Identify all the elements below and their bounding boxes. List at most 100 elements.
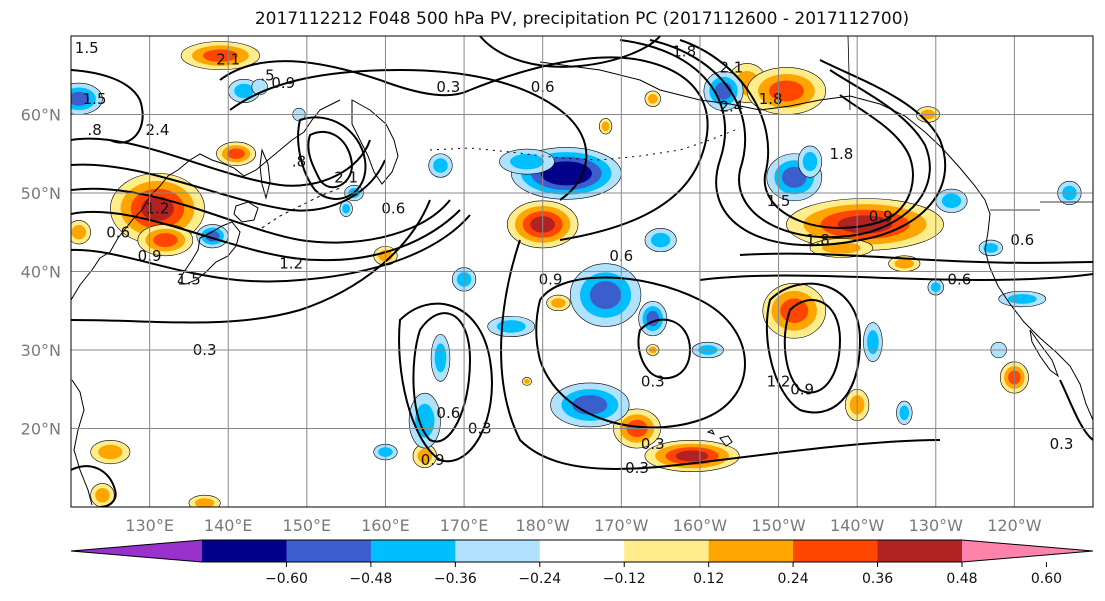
- precip-blob: [797, 145, 823, 178]
- contour-label: 2.4: [719, 98, 743, 116]
- precip-blob: [412, 443, 437, 469]
- precip-shade-level: [802, 151, 818, 172]
- precip-blob: [196, 224, 229, 249]
- lon-tick-label: 130°E: [125, 516, 174, 535]
- contour-pv-0-6-loop: [398, 302, 493, 463]
- precip-blob: [644, 228, 677, 253]
- contour-label: 0.9: [790, 380, 814, 398]
- precip-shade-level: [589, 281, 622, 310]
- contour-label: 2.1: [719, 58, 743, 76]
- coastline-kamchatka: [351, 99, 399, 185]
- precip-shade-level: [941, 193, 962, 209]
- precip-shade-level: [768, 80, 804, 102]
- precip-blob: [499, 148, 555, 175]
- contour-pv-0-3-east: [699, 273, 1093, 282]
- colorbar-segment: [202, 540, 287, 562]
- colorbar: −0.60 −0.48 −0.36 −0.24 −0.12 0.12 0.24 0.36 0.4…: [70, 539, 1094, 587]
- precip-blob: [569, 263, 642, 327]
- contour-pv-0-6-east: [739, 252, 1093, 264]
- chart-title: 2017112212 F048 500 hPa PV, precipitatio…: [255, 9, 909, 29]
- precip-shade-level: [572, 395, 608, 415]
- precip-blob: [935, 188, 968, 213]
- coastline-baja: [1029, 329, 1060, 378]
- lat-tick-label: 40°N: [21, 263, 61, 282]
- contour-label: 0.9: [539, 270, 563, 288]
- contour-label: 0.6: [106, 223, 130, 241]
- lon-tick-label: 160°W: [673, 516, 728, 535]
- contour-label: 1.8: [830, 145, 854, 163]
- lat-tick-label: 30°N: [21, 341, 61, 360]
- precip-shade-level: [153, 233, 178, 248]
- precip-shade-level: [675, 450, 709, 462]
- contour-label: 1.5: [75, 39, 99, 57]
- precip-blob: [339, 200, 353, 217]
- coastline-north-america: [984, 199, 1093, 421]
- contour-pv-ridge-3: [679, 39, 914, 229]
- precip-shade-level: [510, 153, 544, 170]
- precip-shade-level: [227, 148, 245, 159]
- contour-label: 0.3: [641, 372, 665, 390]
- contour-pv-1-2: [71, 187, 451, 244]
- contour-label: 1.5: [177, 270, 201, 288]
- lon-tick-label: 180°W: [516, 516, 571, 535]
- precip-shade-level: [202, 49, 238, 62]
- contour-pv-0-9: [71, 209, 461, 262]
- contour-label: 0.3: [641, 435, 665, 453]
- precip-shade-level: [894, 258, 914, 269]
- latitude-labels: 20°N 30°N 40°N 50°N 60°N: [21, 106, 61, 439]
- precip-blob: [188, 494, 221, 507]
- contour-pv-2-1: [297, 116, 367, 200]
- contour-label: 0.6: [381, 200, 405, 218]
- precip-blob: [703, 71, 744, 111]
- contour-label: .8: [87, 121, 101, 139]
- colorbar-tick-label: −0.48: [349, 571, 392, 587]
- precip-shade-level: [433, 158, 448, 173]
- contour-label: 0.6: [436, 404, 460, 422]
- contour-pv-east-loop-2: [765, 282, 862, 414]
- colorbar-segment: [793, 540, 879, 562]
- precip-blob: [896, 400, 913, 425]
- colorbar-outline: [70, 539, 1094, 563]
- precip-shade-level: [417, 448, 433, 464]
- precip-shade-level: [650, 232, 671, 248]
- longitude-labels: 130°E 140°E 150°E 160°E 170°E 180°W 170°W 160°W…: [125, 516, 1041, 535]
- colorbar-tick-label: −0.12: [603, 571, 646, 587]
- precip-blob: [978, 239, 1003, 257]
- contour-label: 2.1: [334, 168, 358, 186]
- precip-blob: [546, 294, 571, 312]
- precip-blob: [644, 439, 740, 472]
- lon-tick-label: 140°E: [204, 516, 253, 535]
- precip-blob: [90, 439, 131, 465]
- contour-pv-0-3-west: [71, 199, 431, 324]
- contour-pv-1-5: [71, 159, 386, 212]
- precip-blob: [180, 41, 260, 71]
- contour-label: 0.9: [271, 74, 295, 92]
- colorbar-tick-label: 0.36: [862, 571, 893, 587]
- coastline-sakhalin: [259, 148, 271, 200]
- precip-blob: [90, 483, 115, 507]
- precip-blob: [521, 377, 532, 386]
- lon-tick-label: 150°W: [751, 516, 806, 535]
- contour-label: .8: [292, 153, 306, 171]
- colorbar-segment: [624, 540, 710, 562]
- colorbar-tick-label: 0.60: [1031, 571, 1062, 587]
- colorbar-tick-label: −0.24: [518, 571, 561, 587]
- lat-tick-label: 50°N: [21, 184, 61, 203]
- colorbar-segment: [286, 540, 372, 562]
- precip-shade-level: [867, 330, 879, 355]
- colorbar-tick-label: 0.12: [693, 571, 724, 587]
- precip-blob: [71, 82, 103, 115]
- contour-pv-sw-corner: [71, 465, 117, 507]
- lon-tick-label: 160°E: [361, 516, 410, 535]
- precip-shade-level: [647, 93, 658, 104]
- contour-label: 0.9: [421, 451, 445, 469]
- coastline-philippines: [71, 379, 93, 506]
- colorbar-segment: [370, 540, 456, 562]
- precip-blob: [110, 173, 205, 245]
- lat-tick-label: 20°N: [21, 420, 61, 439]
- contour-label: 0.3: [1050, 435, 1074, 453]
- precip-shade-level: [782, 166, 807, 188]
- contour-pv-0-3-trough: [500, 239, 941, 470]
- precip-blob: [71, 220, 91, 245]
- contour-label: 1.2: [279, 255, 303, 273]
